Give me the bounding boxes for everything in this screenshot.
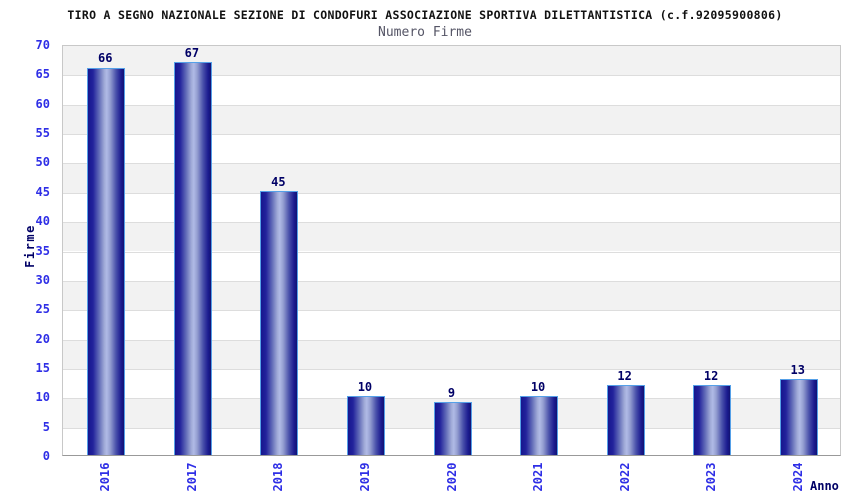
gridline: [63, 251, 840, 253]
x-tick-label: 2023: [704, 462, 719, 492]
y-tick-label: 30: [35, 272, 50, 287]
chart-subtitle: Numero Firme: [378, 25, 472, 40]
y-tick-label: 0: [42, 449, 50, 463]
x-tick-label: 2021: [531, 462, 546, 492]
bar: [520, 396, 559, 455]
bar-value-label: 45: [271, 174, 286, 189]
bar: [173, 61, 212, 455]
x-axis-title: Anno: [810, 479, 839, 493]
bar: [433, 402, 472, 455]
y-tick-label: 25: [35, 302, 50, 317]
x-tick-label: 2018: [271, 462, 286, 492]
bar: [260, 190, 299, 455]
bar: [779, 378, 818, 455]
bar: [606, 384, 645, 455]
gridline: [63, 280, 840, 282]
bar-value-label: 66: [98, 51, 113, 66]
bar-value-label: 13: [790, 362, 805, 377]
gridline: [63, 134, 840, 136]
x-tick-label: 2017: [184, 462, 199, 492]
y-tick-label: 15: [35, 360, 50, 375]
chart-title: TIRO A SEGNO NAZIONALE SEZIONE DI CONDOF…: [67, 8, 783, 22]
y-tick-label: 5: [42, 419, 50, 434]
y-tick-label: 65: [35, 67, 50, 82]
bar: [346, 396, 385, 455]
y-tick-label: 40: [35, 214, 50, 229]
gridline: [63, 339, 840, 341]
plot-area: [62, 45, 841, 456]
bar-value-label: 12: [703, 368, 719, 383]
x-tick-label: 2020: [444, 462, 459, 492]
x-tick-label: 2019: [357, 462, 372, 492]
y-tick-label: 20: [35, 331, 50, 346]
x-tick-label: 2022: [617, 462, 632, 492]
gridline: [63, 163, 840, 165]
y-tick-label: 45: [35, 184, 50, 199]
gridline: [63, 368, 840, 370]
y-tick-label: 10: [35, 390, 50, 405]
y-tick-label: 60: [35, 96, 50, 111]
bar-value-label: 9: [447, 386, 456, 401]
bar: [693, 384, 732, 455]
gridline: [63, 310, 840, 312]
x-tick-label: 2024: [790, 462, 805, 492]
bar-value-label: 67: [184, 45, 200, 60]
gridline: [63, 222, 840, 224]
x-tick-label: 2016: [98, 462, 113, 492]
bar-value-label: 12: [617, 368, 632, 383]
y-tick-label: 70: [35, 38, 50, 52]
gridline: [63, 192, 840, 194]
bar: [87, 67, 126, 455]
y-tick-label: 35: [35, 243, 50, 258]
bar-value-label: 10: [357, 380, 373, 395]
gridline: [63, 398, 840, 400]
y-tick-label: 55: [35, 126, 50, 141]
y-tick-label: 50: [35, 155, 50, 170]
gridline: [63, 75, 840, 77]
gridline: [63, 104, 840, 106]
bar-value-label: 10: [530, 380, 546, 395]
